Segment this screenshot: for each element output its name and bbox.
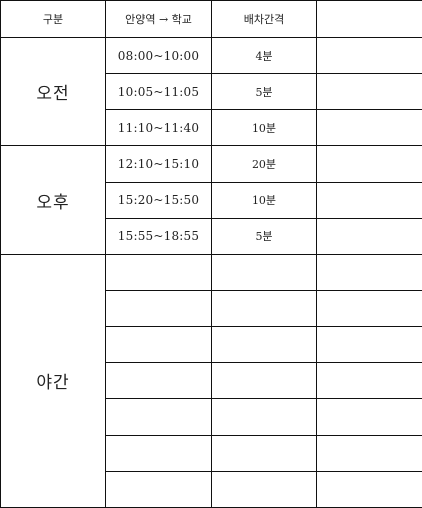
table-row: 야간: [0, 253, 422, 508]
time-cell: [105, 289, 212, 328]
header-row: 구분 안양역 → 학교 배차간격: [0, 0, 422, 38]
table-row: 15:55~18:55 5분: [1, 217, 422, 255]
header-blank: [316, 0, 422, 38]
interval-cell: 20분: [211, 145, 317, 183]
interval-cell: [211, 253, 317, 291]
blank-cell: [316, 145, 422, 183]
blank-cell: [316, 217, 422, 255]
time-cell: 11:10~11:40: [105, 109, 212, 147]
table-row: 오후 12:10~15:10 20분: [0, 145, 422, 255]
interval-cell: 5분: [211, 217, 317, 255]
time-cell: [105, 398, 212, 436]
table-row: [1, 398, 422, 436]
interval-cell: [211, 434, 317, 472]
time-cell: 15:20~15:50: [105, 181, 212, 219]
table-row: 15:20~15:50 10분: [1, 181, 422, 219]
time-cell: [105, 253, 212, 291]
period-am: 오전: [0, 36, 106, 147]
blank-cell: [316, 36, 422, 75]
blank-cell: [316, 398, 422, 436]
time-cell: 08:00~10:00: [105, 36, 212, 75]
time-cell: 12:10~15:10: [105, 145, 212, 183]
interval-cell: [211, 470, 317, 508]
interval-cell: 5분: [211, 73, 317, 111]
blank-cell: [316, 434, 422, 472]
table-row: [1, 362, 422, 400]
interval-cell: [211, 326, 317, 364]
header-route: 안양역 → 학교: [105, 0, 212, 38]
blank-cell: [316, 73, 422, 111]
blank-cell: [316, 109, 422, 147]
interval-cell: [211, 398, 317, 436]
time-cell: [105, 470, 212, 508]
time-cell: 10:05~11:05: [105, 73, 212, 111]
interval-cell: [211, 289, 317, 328]
period-night: 야간: [0, 253, 106, 508]
time-cell: [105, 326, 212, 364]
time-cell: 15:55~18:55: [105, 217, 212, 255]
time-cell: [105, 362, 212, 400]
time-cell: [105, 434, 212, 472]
interval-cell: 10분: [211, 109, 317, 147]
table-row: 11:10~11:40 10분: [1, 109, 422, 147]
blank-cell: [316, 253, 422, 291]
blank-cell: [316, 289, 422, 328]
interval-cell: [211, 362, 317, 400]
blank-cell: [316, 181, 422, 219]
blank-cell: [316, 362, 422, 400]
period-pm: 오후: [0, 145, 106, 255]
blank-cell: [316, 470, 422, 508]
blank-cell: [316, 326, 422, 364]
header-interval: 배차간격: [211, 0, 317, 38]
interval-cell: 4분: [211, 36, 317, 75]
table-row: [1, 470, 422, 508]
table-row: 오전 08:00~10:00 4분: [0, 36, 422, 147]
header-category: 구분: [0, 0, 106, 38]
interval-cell: 10분: [211, 181, 317, 219]
